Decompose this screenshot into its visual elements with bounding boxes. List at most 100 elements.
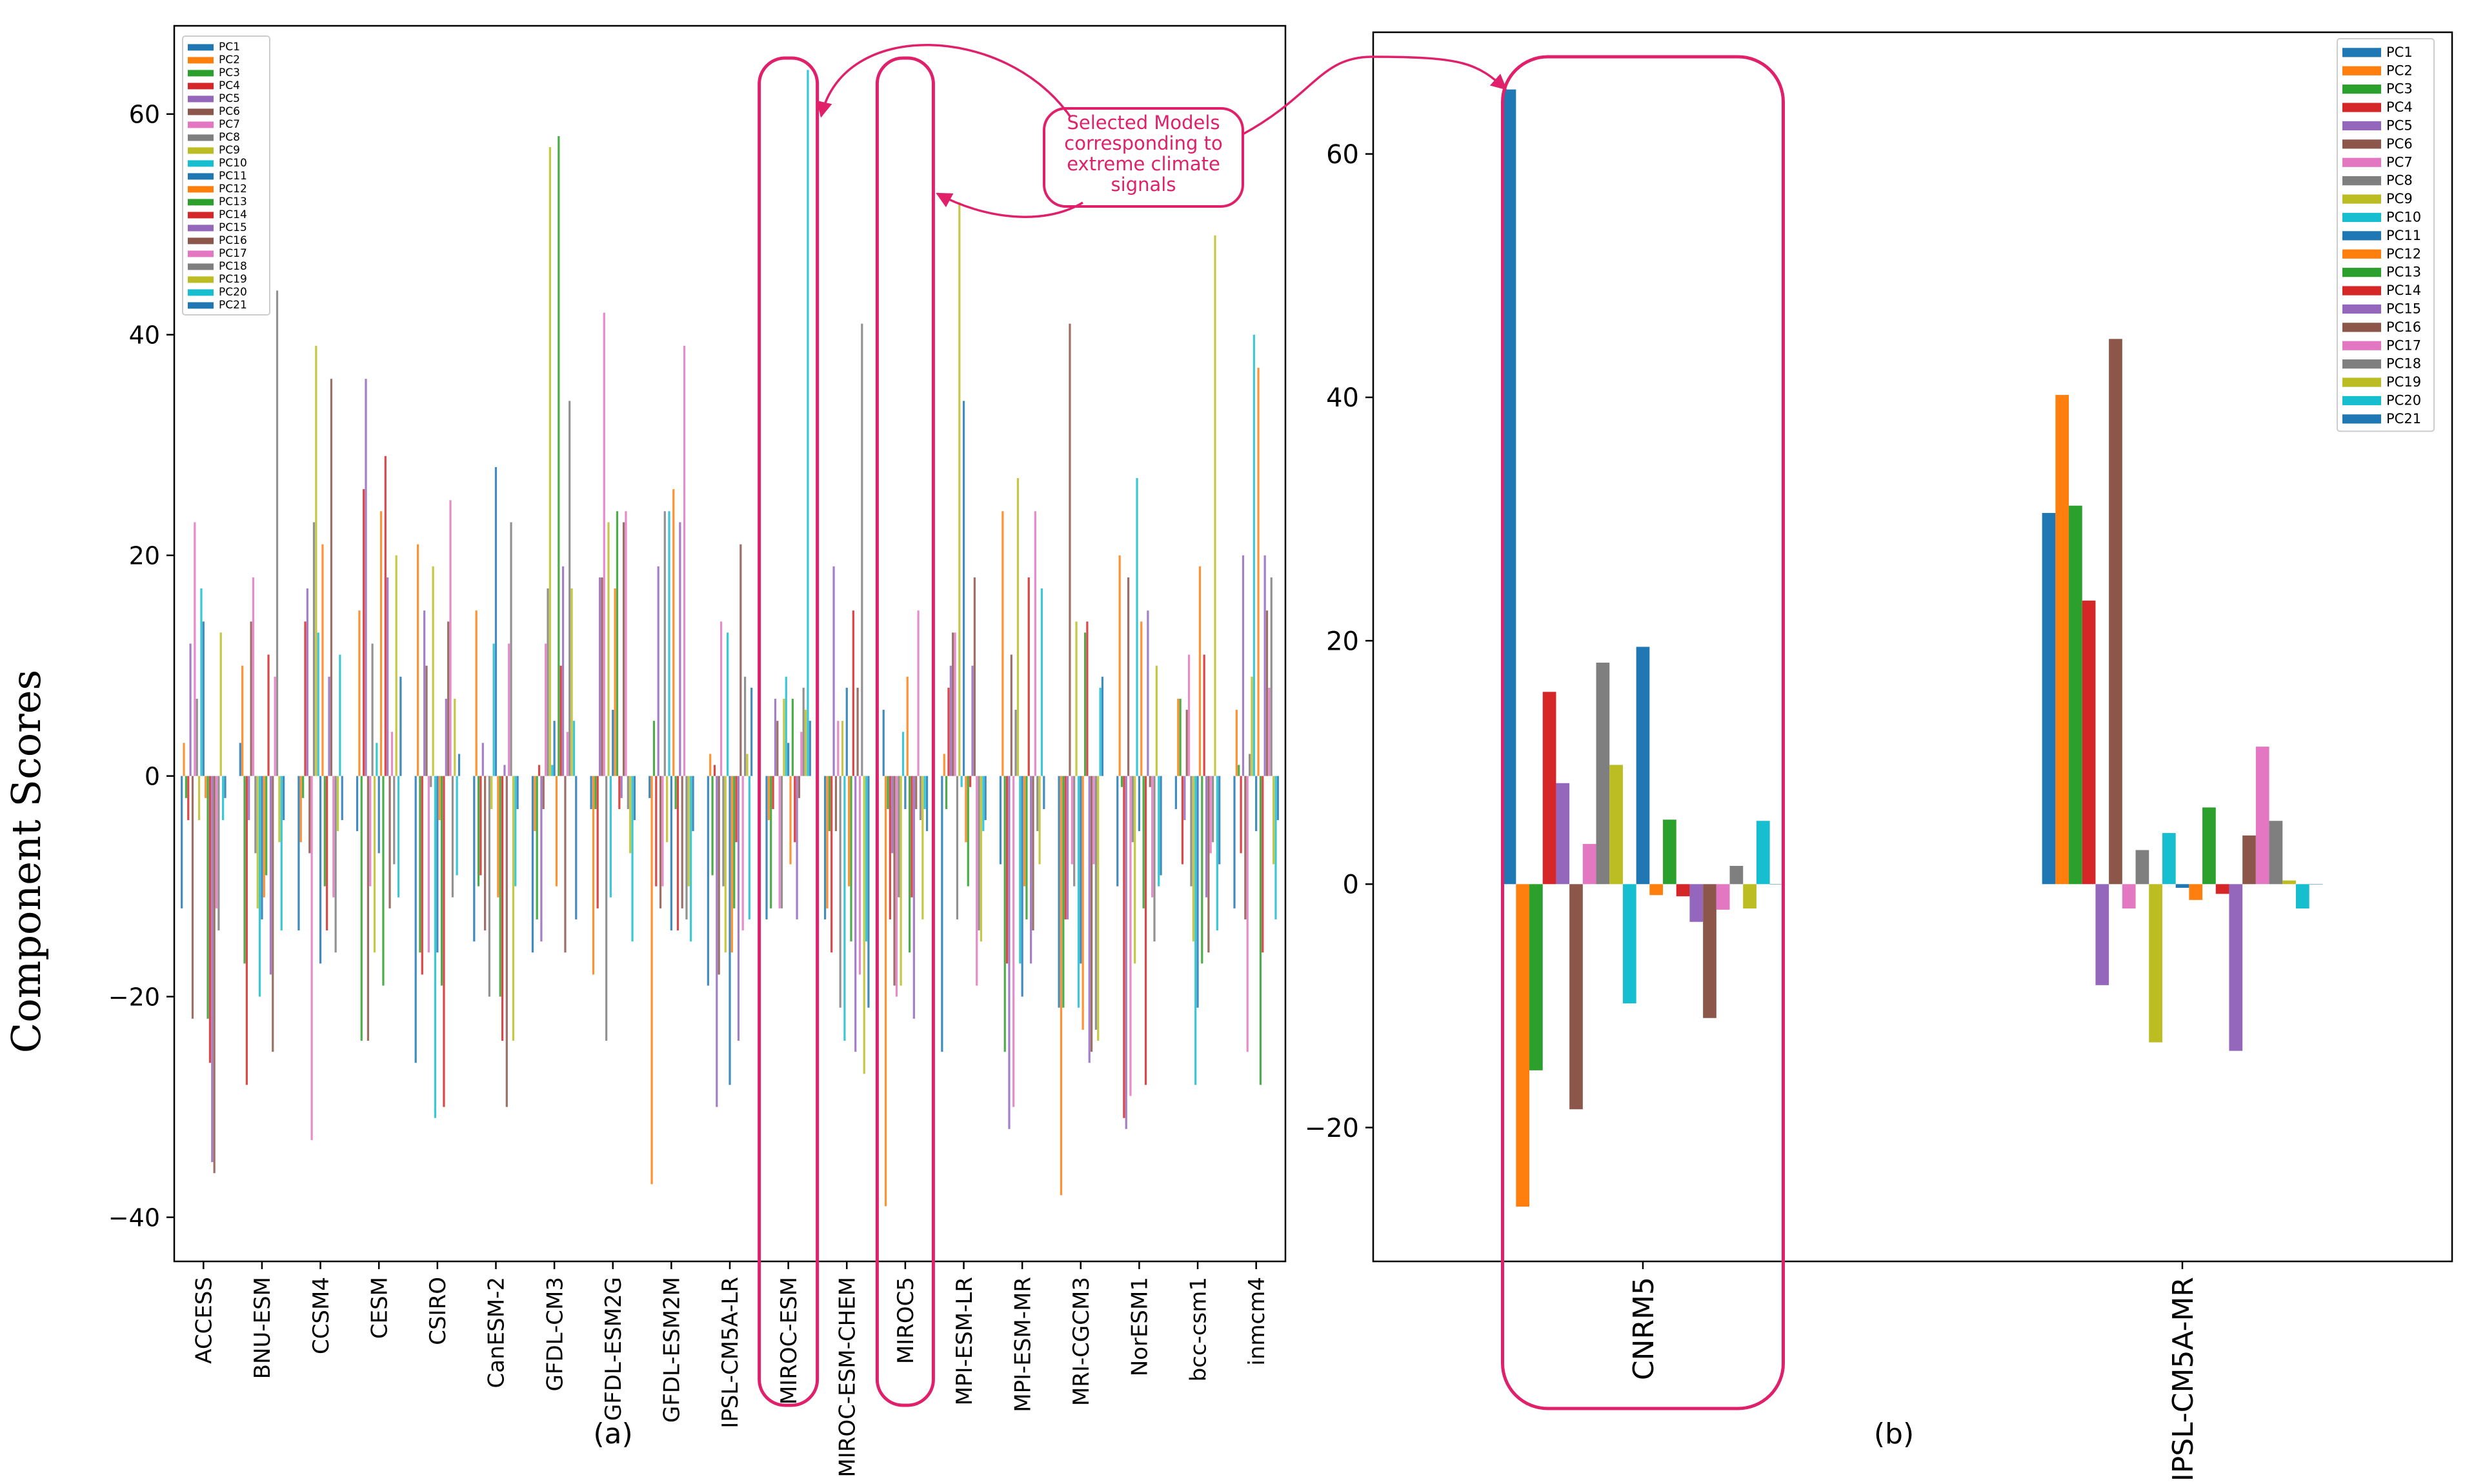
x-tick-label: GFDL-ESM2G <box>601 1277 627 1421</box>
bar-pc12 <box>1198 566 1202 776</box>
bar-pc21 <box>516 776 519 809</box>
bar-pc6 <box>952 632 954 776</box>
bar-pc1 <box>356 776 359 832</box>
bar-pc19 <box>687 776 690 887</box>
y-tick-label: 0 <box>145 762 160 790</box>
bar-pc10 <box>901 732 905 776</box>
bar-pc21 <box>633 776 636 821</box>
bar-pc10 <box>727 632 729 776</box>
bar-pc4 <box>1123 776 1125 1118</box>
bar-pc7 <box>1187 654 1191 776</box>
bar-pc11 <box>1138 776 1141 832</box>
bar-pc1 <box>824 776 827 919</box>
bar-pc8 <box>488 776 490 997</box>
legend-swatch <box>188 160 214 167</box>
legend-label: PC20 <box>219 286 247 299</box>
bar-pc1 <box>1058 776 1060 1008</box>
legend-label: PC1 <box>219 41 240 54</box>
bar-pc6 <box>1010 654 1012 776</box>
bar-pc13 <box>382 776 385 986</box>
arrow-to-miroc-esm <box>816 44 1071 118</box>
bar-pc13 <box>558 135 560 776</box>
legend-label: PC21 <box>2386 411 2421 426</box>
bar-pc3 <box>1062 776 1065 1008</box>
legend-label: PC18 <box>219 260 247 273</box>
bar-pc18 <box>861 323 863 776</box>
bar-pc2 <box>1118 555 1121 776</box>
bar-pc12 <box>1082 776 1084 1030</box>
bar-pc2 <box>767 776 770 821</box>
bar-pc17 <box>917 610 920 776</box>
bar-pc12 <box>1649 884 1664 896</box>
arrow-to-miroc5 <box>936 192 1083 218</box>
bar-pc4 <box>421 776 423 975</box>
bar-pc8 <box>605 776 608 1041</box>
legend-swatch <box>188 289 214 296</box>
bar-pc2 <box>1001 511 1004 776</box>
bar-pc18 <box>919 776 922 821</box>
bar-pc12 <box>672 489 675 776</box>
annotation-line: extreme climate <box>1067 153 1220 175</box>
bar-pc11 <box>904 776 907 809</box>
bar-pc17 <box>1209 776 1212 854</box>
bar-pc21 <box>2309 884 2323 885</box>
bar-pc10 <box>609 776 612 897</box>
bar-pc19 <box>570 588 573 776</box>
bar-pc13 <box>1142 776 1145 908</box>
bar-pc1 <box>941 776 943 1052</box>
legend-label: PC3 <box>2386 81 2413 97</box>
bar-pc7 <box>837 721 840 776</box>
bar-pc9 <box>432 566 434 776</box>
bar-pc8 <box>1131 776 1134 843</box>
bar-pc14 <box>969 776 972 787</box>
bar-pc5 <box>1125 776 1127 1129</box>
legend-swatch <box>2342 377 2381 387</box>
bar-pc1 <box>2042 513 2056 885</box>
bar-pc16 <box>856 687 859 776</box>
x-tick-label: IPSL-CM5A-MR <box>2167 1277 2200 1481</box>
bar-pc4 <box>596 776 599 908</box>
bar-pc7 <box>252 577 255 776</box>
bar-pc9 <box>1134 776 1136 964</box>
bar-pc9 <box>373 776 376 953</box>
bar-pc2 <box>475 610 478 776</box>
bar-pc2 <box>2055 395 2069 885</box>
bar-pc6 <box>1069 323 1071 776</box>
bar-pc20 <box>280 776 283 931</box>
bar-pc4 <box>655 776 658 887</box>
bar-pc8 <box>2135 850 2149 885</box>
bar-pc19 <box>804 710 807 776</box>
bar-pc20 <box>1274 776 1277 919</box>
bar-pc10 <box>960 776 963 787</box>
x-tick-label: ACCESS <box>192 1277 217 1364</box>
bar-pc21 <box>925 776 929 832</box>
bar-pc17 <box>332 776 335 897</box>
legend-swatch <box>2342 121 2381 131</box>
bar-pc21 <box>224 776 226 798</box>
bar-pc13 <box>440 776 443 986</box>
bar-pc7 <box>1246 776 1249 1052</box>
bar-pc13 <box>674 776 677 809</box>
bar-pc6 <box>484 776 487 931</box>
bar-pc4 <box>1240 776 1242 854</box>
bar-pc16 <box>388 776 391 908</box>
bar-pc11 <box>436 776 439 953</box>
bar-pc1 <box>765 776 768 919</box>
bar-pc4 <box>304 621 307 776</box>
panel-label: (a) <box>593 1418 632 1450</box>
x-tick-label: inmcm4 <box>1244 1277 1270 1366</box>
legend-label: PC13 <box>219 196 247 208</box>
bar-pc17 <box>1092 776 1095 865</box>
bar-pc13 <box>1259 776 1262 1085</box>
legend-label: PC8 <box>2386 173 2413 188</box>
legend-label: PC17 <box>219 247 247 260</box>
bar-pc3 <box>1529 884 1543 1070</box>
bar-pc8 <box>1248 754 1251 776</box>
legend-label: PC16 <box>219 234 247 247</box>
bar-pc14 <box>911 776 913 897</box>
bar-pc4 <box>1064 776 1067 919</box>
bar-pc19 <box>1214 235 1216 776</box>
bar-pc21 <box>750 687 753 776</box>
bar-pc17 <box>1716 884 1730 910</box>
